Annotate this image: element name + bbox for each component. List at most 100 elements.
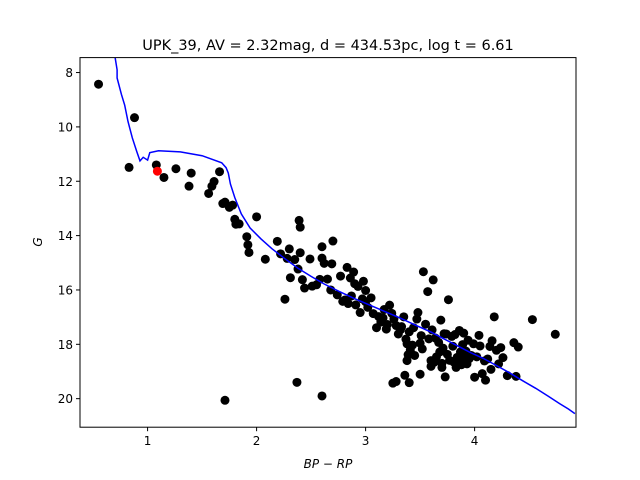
star-point: [481, 375, 491, 385]
star-point: [244, 247, 254, 257]
y-tick-label: 14: [58, 229, 73, 243]
star-point: [470, 372, 480, 382]
y-tick-label: 12: [58, 175, 73, 189]
star-point: [418, 267, 428, 277]
star-point: [487, 336, 497, 346]
isochrone-line: [114, 57, 576, 415]
x-tick-label: 1: [144, 434, 152, 448]
x-axis: 1 2 3 4: [144, 427, 479, 448]
star-point: [486, 364, 496, 374]
star-point: [215, 167, 225, 177]
star-point: [440, 372, 450, 382]
star-point: [385, 300, 395, 310]
star-point: [260, 254, 270, 264]
star-point: [424, 334, 434, 344]
star-point: [404, 378, 414, 388]
star-point: [315, 274, 325, 284]
star-point: [242, 232, 252, 242]
star-point: [282, 253, 292, 263]
star-point: [550, 329, 560, 339]
star-point: [351, 300, 361, 310]
star-point: [361, 286, 371, 296]
star-point: [436, 315, 446, 325]
star-point: [421, 319, 431, 329]
star-point: [438, 343, 448, 353]
star-point: [366, 293, 376, 303]
star-point: [328, 236, 338, 246]
star-point: [159, 172, 169, 182]
star-point: [355, 308, 365, 318]
star-point: [336, 271, 346, 281]
star-point: [407, 340, 417, 350]
plot-area: [94, 57, 576, 415]
star-point: [410, 350, 420, 360]
star-point: [428, 275, 438, 285]
star-point: [276, 249, 286, 259]
star-point: [295, 248, 305, 258]
highlight-point: [152, 166, 162, 176]
star-point: [443, 295, 453, 305]
star-point: [496, 343, 506, 353]
y-axis: 8 10 12 14 16 18 20: [58, 66, 80, 406]
star-point: [295, 222, 305, 232]
star-point: [423, 287, 433, 297]
star-point: [358, 276, 368, 286]
star-point: [378, 313, 388, 323]
star-point: [220, 395, 230, 405]
star-point: [186, 168, 196, 178]
star-point: [513, 342, 523, 352]
star-point: [437, 358, 447, 368]
y-tick-label: 18: [58, 338, 73, 352]
star-point: [343, 299, 353, 309]
star-point: [234, 219, 244, 229]
star-point: [243, 240, 253, 250]
star-point: [294, 215, 304, 225]
x-tick-label: 4: [471, 434, 479, 448]
star-point: [498, 353, 508, 363]
star-point: [305, 254, 315, 264]
star-point: [415, 369, 425, 379]
plot-frame: [79, 57, 577, 428]
star-point: [184, 181, 194, 191]
y-tick-label: 16: [58, 283, 73, 297]
star-point: [382, 319, 392, 329]
y-tick-label: 10: [58, 120, 73, 134]
star-point: [300, 283, 310, 293]
star-point: [327, 259, 337, 269]
star-point: [474, 330, 484, 340]
star-point: [459, 328, 469, 338]
y-tick-label: 20: [58, 392, 73, 406]
x-axis-title: BP − RP: [304, 457, 353, 471]
y-axis-title: G: [31, 237, 45, 246]
star-point: [475, 341, 485, 351]
star-point: [124, 162, 134, 172]
star-point: [322, 274, 332, 284]
star-point: [284, 244, 294, 254]
star-point: [171, 164, 181, 174]
star-point: [489, 312, 499, 322]
star-point: [204, 188, 214, 198]
star-point: [272, 236, 282, 246]
star-point: [297, 275, 307, 285]
star-point: [349, 267, 359, 277]
star-point: [400, 370, 410, 380]
y-tick-label: 8: [65, 66, 73, 80]
star-point: [209, 177, 219, 187]
star-point: [317, 391, 327, 401]
star-point: [426, 356, 436, 366]
star-point: [391, 377, 401, 387]
x-tick-label: 2: [253, 434, 261, 448]
chart-title: UPK_39, AV = 2.32mag, d = 434.53pc, log …: [142, 38, 514, 54]
star-point: [252, 212, 262, 222]
star-point: [397, 322, 407, 332]
star-point: [402, 356, 412, 366]
star-point: [94, 79, 104, 89]
star-point: [317, 242, 327, 252]
star-point: [413, 308, 423, 318]
star-point: [342, 262, 352, 272]
star-point: [290, 255, 300, 265]
x-tick-label: 3: [362, 434, 370, 448]
star-point: [319, 258, 329, 268]
star-point: [228, 200, 238, 210]
